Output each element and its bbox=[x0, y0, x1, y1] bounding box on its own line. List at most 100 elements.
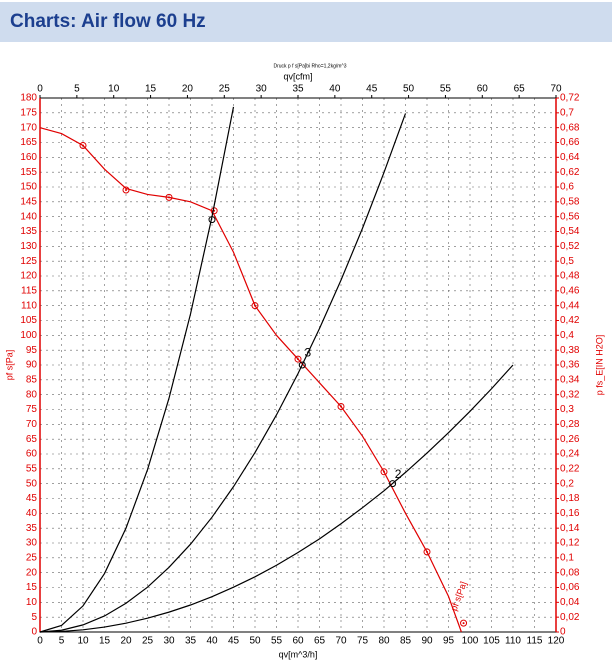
data-point-dot bbox=[168, 196, 170, 199]
x-tick-label: 25 bbox=[142, 636, 154, 647]
x-tick-label: 105 bbox=[483, 636, 500, 647]
y2-tick-label: 0,48 bbox=[560, 271, 580, 282]
y2-tick-label: 0,42 bbox=[560, 315, 580, 326]
y2-tick-label: 0,14 bbox=[560, 523, 580, 534]
x-tick-label: 115 bbox=[527, 636, 543, 647]
y-tick-label: 165 bbox=[20, 137, 37, 148]
data-point bbox=[122, 186, 130, 194]
x-tick-label: 100 bbox=[462, 636, 479, 647]
series-line bbox=[39, 106, 235, 633]
x-axis-label: qv[m^3/h] bbox=[279, 649, 318, 659]
data-point bbox=[79, 141, 87, 149]
header-bar bbox=[0, 2, 612, 42]
y2-tick-label: 0,72 bbox=[560, 93, 580, 104]
data-point bbox=[165, 193, 173, 201]
y2-tick-label: 0,38 bbox=[560, 345, 580, 356]
data-point-dot bbox=[254, 304, 256, 307]
data-point-dot bbox=[297, 358, 299, 361]
y-tick-label: 135 bbox=[20, 226, 37, 237]
y2-tick-label: 0,12 bbox=[560, 538, 580, 549]
data-point-dot bbox=[82, 144, 84, 147]
y2-tick-label: 0,66 bbox=[560, 137, 580, 148]
x2-tick-label: 60 bbox=[477, 84, 489, 95]
y2-tick-label: 0,46 bbox=[560, 285, 580, 296]
y-tick-label: 110 bbox=[21, 300, 37, 311]
y-tick-label: 5 bbox=[31, 612, 37, 623]
x-tick-label: 80 bbox=[378, 636, 390, 647]
y-tick-label: 85 bbox=[26, 374, 38, 385]
y-tick-label: 35 bbox=[26, 523, 38, 534]
y-tick-label: 95 bbox=[26, 345, 38, 356]
data-point bbox=[337, 403, 345, 411]
x2-tick-label: 15 bbox=[145, 84, 157, 95]
x-tick-label: 60 bbox=[292, 636, 304, 647]
y-tick-label: 65 bbox=[26, 434, 38, 445]
y2-tick-label: 0,26 bbox=[560, 434, 580, 445]
y-tick-label: 55 bbox=[26, 463, 38, 474]
x-tick-label: 45 bbox=[228, 636, 240, 647]
data-point bbox=[460, 619, 468, 627]
y-tick-label: 130 bbox=[20, 241, 37, 252]
y-tick-label: 155 bbox=[20, 167, 37, 178]
y2-tick-label: 0,64 bbox=[560, 152, 580, 163]
x2-axis-label: qv[cfm] bbox=[283, 71, 312, 81]
data-point-dot bbox=[462, 622, 465, 625]
y2-tick-label: 0,56 bbox=[560, 211, 580, 222]
y-tick-label: 150 bbox=[20, 182, 37, 193]
series-line bbox=[39, 113, 407, 633]
data-point bbox=[294, 355, 302, 363]
data-point bbox=[208, 216, 216, 224]
y2-tick-label: 0,28 bbox=[560, 419, 580, 430]
x-tick-label: 90 bbox=[421, 636, 433, 647]
x2-tick-label: 65 bbox=[514, 84, 526, 95]
y2-tick-label: 0,06 bbox=[560, 582, 580, 593]
y-tick-label: 175 bbox=[20, 107, 37, 118]
y2-tick-label: 0,3 bbox=[560, 404, 574, 415]
x-tick-label: 10 bbox=[77, 636, 89, 647]
x-tick-label: 95 bbox=[443, 636, 455, 647]
x2-tick-label: 55 bbox=[440, 84, 452, 95]
x-tick-label: 40 bbox=[206, 636, 218, 647]
data-point bbox=[380, 468, 388, 476]
x-tick-label: 20 bbox=[120, 636, 132, 647]
y2-tick-label: 0,44 bbox=[560, 300, 580, 311]
y2-tick-label: 0,4 bbox=[560, 330, 574, 341]
y2-tick-label: 0,16 bbox=[560, 508, 580, 519]
y-tick-label: 20 bbox=[26, 567, 38, 578]
y-axis-label: pf s[Pa] bbox=[4, 350, 14, 381]
y-tick-label: 10 bbox=[26, 597, 38, 608]
y2-tick-label: 0,58 bbox=[560, 196, 580, 207]
y-tick-label: 145 bbox=[20, 196, 37, 207]
y2-tick-label: 0,32 bbox=[560, 389, 580, 400]
chart-subtitle: Druck p f s[Pa]bi Rho=1,2kg/m^3 bbox=[273, 63, 346, 69]
y2-tick-label: 0 bbox=[560, 627, 566, 638]
data-point bbox=[389, 480, 397, 488]
y-tick-label: 70 bbox=[26, 419, 38, 430]
x2-tick-label: 70 bbox=[550, 84, 562, 95]
y2-tick-label: 0,62 bbox=[560, 167, 580, 178]
y-tick-label: 80 bbox=[26, 389, 38, 400]
y-tick-label: 170 bbox=[20, 122, 37, 133]
x-tick-label: 70 bbox=[335, 636, 347, 647]
y-tick-label: 160 bbox=[20, 152, 37, 163]
page-title: Charts: Air flow 60 Hz bbox=[10, 11, 206, 32]
data-point-dot bbox=[340, 405, 342, 408]
y2-tick-label: 0,52 bbox=[560, 241, 580, 252]
y2-tick-label: 0,08 bbox=[560, 567, 580, 578]
y-tick-label: 40 bbox=[26, 508, 38, 519]
y2-tick-label: 0,54 bbox=[560, 226, 580, 237]
series-line bbox=[39, 364, 514, 633]
y-tick-label: 0 bbox=[31, 627, 37, 638]
y-tick-label: 50 bbox=[26, 478, 38, 489]
x-tick-label: 110 bbox=[505, 636, 521, 647]
y-tick-label: 25 bbox=[26, 552, 38, 563]
y-tick-label: 125 bbox=[20, 256, 37, 267]
x-tick-label: 5 bbox=[59, 636, 65, 647]
x2-tick-label: 25 bbox=[219, 84, 231, 95]
y-tick-label: 90 bbox=[26, 360, 38, 371]
x-tick-label: 0 bbox=[37, 636, 43, 647]
x-tick-label: 15 bbox=[99, 636, 111, 647]
x2-tick-label: 0 bbox=[37, 84, 43, 95]
x2-tick-label: 45 bbox=[366, 84, 378, 95]
operating-point-label: 3 bbox=[304, 345, 311, 359]
